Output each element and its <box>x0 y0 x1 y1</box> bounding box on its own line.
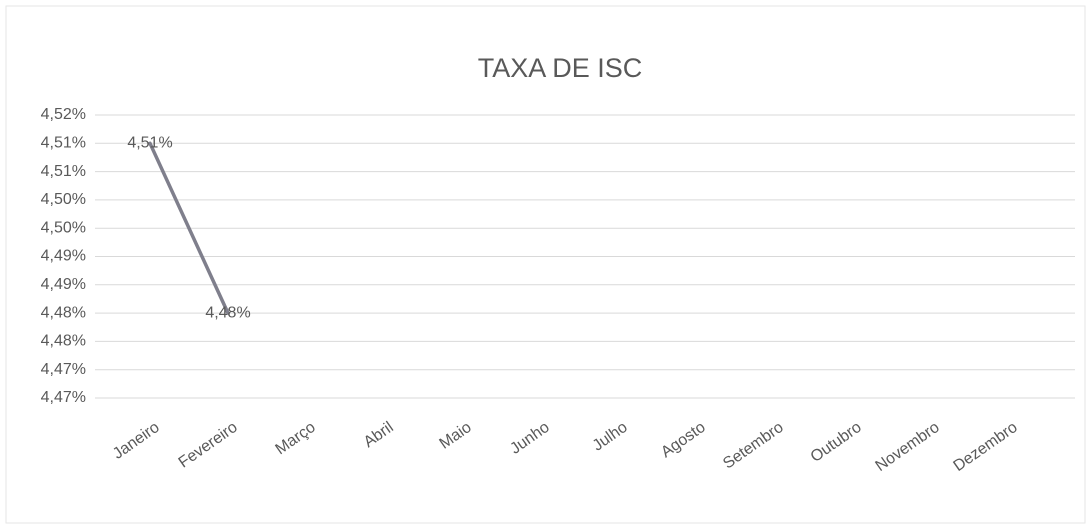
y-tick-label: 4,51% <box>41 163 86 180</box>
y-tick-label: 4,51% <box>41 135 86 152</box>
y-tick-label: 4,49% <box>41 276 86 293</box>
y-tick-label: 4,48% <box>41 333 86 350</box>
chart-title: TAXA DE ISC <box>478 53 643 83</box>
data-label: 4,48% <box>205 304 250 321</box>
y-tick-label: 4,52% <box>41 106 86 123</box>
y-tick-label: 4,47% <box>41 361 86 378</box>
y-tick-label: 4,50% <box>41 191 86 208</box>
chart-frame <box>5 5 1086 524</box>
series-line <box>148 141 230 315</box>
y-tick-label: 4,48% <box>41 304 86 321</box>
y-tick-label: 4,47% <box>41 389 86 406</box>
y-tick-label: 4,49% <box>41 248 86 265</box>
data-label: 4,51% <box>127 135 172 152</box>
y-tick-label: 4,50% <box>41 219 86 236</box>
